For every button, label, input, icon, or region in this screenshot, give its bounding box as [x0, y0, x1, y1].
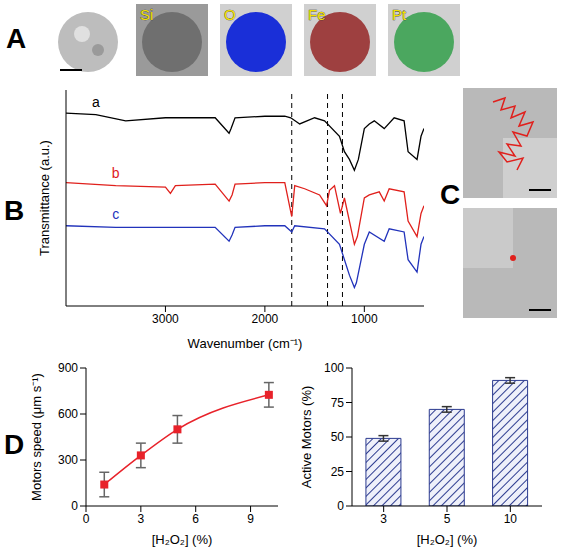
svg-text:[H₂O₂] (%): [H₂O₂] (%)	[417, 532, 478, 547]
svg-text:5: 5	[444, 512, 451, 526]
svg-text:10: 10	[504, 512, 518, 526]
svg-text:Active Motors (%): Active Motors (%)	[300, 386, 314, 489]
svg-text:3: 3	[138, 512, 145, 526]
svg-text:50: 50	[331, 430, 345, 444]
html-text:B: B	[4, 195, 25, 226]
svg-text:Transmittance (a.u.): Transmittance (a.u.)	[37, 140, 52, 256]
svg-text:Fe: Fe	[308, 6, 326, 23]
svg-text:O: O	[224, 6, 236, 23]
svg-text:3: 3	[380, 512, 387, 526]
svg-text:0: 0	[71, 499, 78, 513]
svg-text:900: 900	[58, 361, 78, 375]
svg-text:6: 6	[192, 512, 199, 526]
svg-text:2000: 2000	[252, 312, 279, 326]
svg-text:75: 75	[331, 396, 345, 410]
svg-text:100: 100	[324, 361, 344, 375]
svg-text:25: 25	[331, 465, 345, 479]
svg-text:a: a	[92, 94, 100, 110]
svg-text:c: c	[112, 206, 119, 222]
svg-text:1000: 1000	[351, 312, 378, 326]
svg-text:600: 600	[58, 407, 78, 421]
svg-text:9: 9	[247, 512, 254, 526]
svg-text:0: 0	[337, 499, 344, 513]
svg-text:3000: 3000	[152, 312, 179, 326]
svg-text:b: b	[112, 165, 120, 181]
svg-text:[H₂O₂] (%): [H₂O₂] (%)	[152, 532, 213, 547]
svg-text:Wavenumber (cm⁻¹): Wavenumber (cm⁻¹)	[188, 336, 303, 351]
svg-text:Si: Si	[140, 6, 153, 23]
svg-text:0: 0	[83, 512, 90, 526]
html-text:D: D	[4, 429, 25, 460]
svg-text:Pt: Pt	[392, 6, 407, 23]
html-text:A: A	[6, 23, 27, 54]
svg-text:300: 300	[58, 453, 78, 467]
svg-text:Motors speed (μm s⁻¹): Motors speed (μm s⁻¹)	[30, 373, 44, 501]
html-text:C: C	[440, 179, 461, 210]
